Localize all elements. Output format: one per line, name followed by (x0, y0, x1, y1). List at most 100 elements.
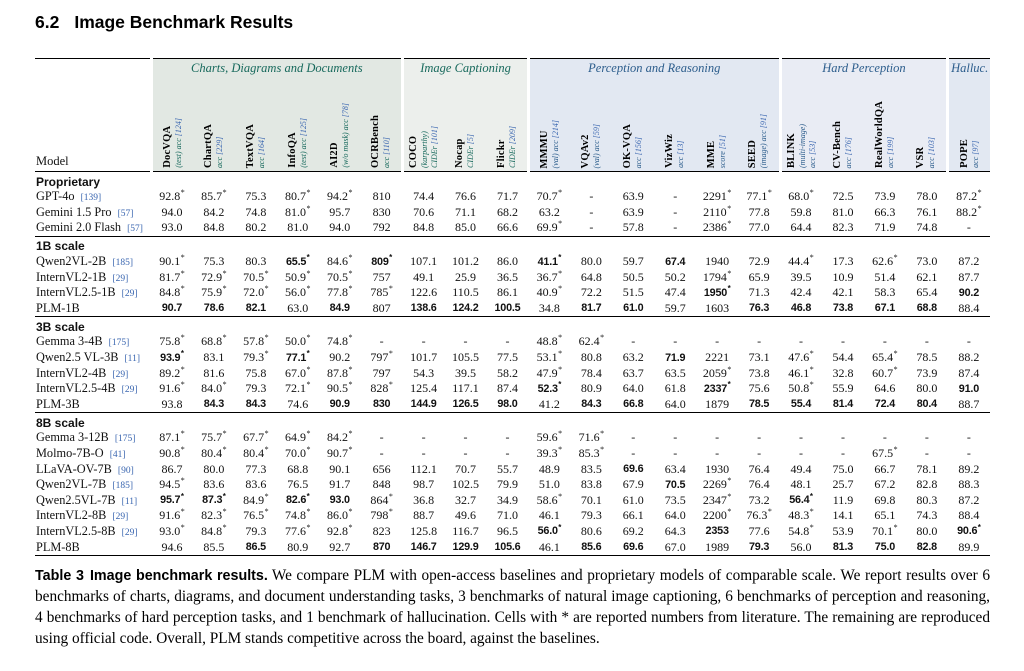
metric-value: 75.9* (201, 284, 227, 300)
model-row: Qwen2VL-7B [185] 94.5* 83.6 83.6 76.5 91.7 848… (35, 477, 990, 493)
metric-value: 51.0 (538, 477, 560, 492)
metric-value: 50.2 (664, 269, 686, 284)
metric-value: - (715, 446, 720, 461)
citation-ref: [199] (885, 136, 895, 155)
reported-asterisk: * (727, 364, 732, 374)
metric-value: 90.2 (958, 286, 980, 299)
metric-value: 90.1 (329, 461, 351, 476)
metric-value: 54.3 (413, 365, 435, 380)
metric-value: 73.0 (916, 254, 938, 269)
metric-value: 93.0 (161, 220, 183, 235)
model-name: GPT-4o [139] (36, 189, 102, 204)
benchmark-name: Flickr (495, 139, 507, 168)
citation-ref: [57] (117, 208, 134, 219)
metric-value: 39.5 (455, 365, 477, 380)
reported-asterisk: * (558, 268, 563, 278)
metric-value: 48.3* (788, 507, 814, 523)
benchmark-name: MMMU (539, 129, 551, 168)
metric-value: 84.6* (326, 253, 353, 269)
reported-asterisk: * (727, 203, 732, 213)
metric-value: 2200* (702, 507, 732, 523)
citation-ref: [164] (256, 136, 266, 155)
metric-value: - (799, 334, 804, 349)
metric-value: 78.1 (916, 461, 938, 476)
paper-page: 6.2 Image Benchmark Results Charts, Diag… (35, 12, 990, 647)
metric-value: 91.6* (159, 507, 185, 523)
metric-value: - (757, 446, 762, 461)
model-name: Gemini 1.5 Pro [57] (36, 204, 134, 219)
metric-value: 25.7 (832, 477, 854, 492)
metric-value: 82.3 (832, 220, 854, 235)
reported-asterisk: * (222, 522, 227, 532)
reported-asterisk: * (809, 349, 814, 359)
metric-value: 87.7 (958, 269, 980, 284)
citation-ref: [29] (112, 512, 129, 523)
benchmark-name: DocVQA (161, 125, 173, 168)
metric-value: 2386* (702, 219, 732, 235)
reported-asterisk: * (180, 268, 185, 278)
reported-asterisk: * (180, 284, 185, 294)
metric-value: - (757, 430, 762, 445)
metric-value: 50.8* (788, 380, 814, 396)
column-group-label: Halluc. (946, 58, 990, 78)
metric-value: 84.2 (203, 204, 225, 219)
metric-value: 72.2 (580, 285, 602, 300)
metric-value: 76.1 (916, 204, 938, 219)
metric-value: 65.5* (285, 252, 310, 268)
reported-asterisk: * (180, 476, 185, 486)
metric-value: 83.5 (580, 461, 602, 476)
reported-asterisk: * (306, 188, 311, 198)
metric-value: 64.8 (580, 269, 602, 284)
metric-value: 79.3* (243, 349, 269, 365)
metric-value: 59.6* (536, 429, 563, 445)
metric-value: 67.0 (664, 539, 686, 554)
metric-value: 41.1* (537, 252, 562, 268)
metric-value: 63.4 (664, 461, 686, 476)
metric-value: 2110* (703, 203, 732, 219)
model-name: Gemini 2.0 Flash [57] (36, 220, 143, 235)
metric-value: 69.9* (536, 219, 563, 235)
metric-value: 80.4 (916, 398, 937, 411)
column-header: VizWiz acc [13] (654, 78, 697, 172)
citation-ref: [29] (121, 385, 138, 396)
reported-asterisk: * (264, 349, 269, 359)
model-name: InternVL2-8B [29] (36, 508, 129, 523)
column-header: VSR acc [103] (905, 78, 948, 172)
benchmark-name: VizWiz (664, 134, 676, 168)
metric-value: 41.2 (538, 396, 560, 411)
reported-asterisk: * (558, 364, 563, 374)
reported-asterisk: * (600, 333, 605, 343)
metric-value: 96.5 (496, 523, 518, 538)
metric-value: 68.8 (916, 302, 937, 315)
metric-value: - (379, 430, 384, 445)
metric-value: 2269* (702, 476, 732, 492)
citation-ref: [78] (340, 103, 350, 118)
model-row: InternVL2.5-8B [29] 93.0* 84.8* 79.3 77.6* 92… (35, 522, 990, 540)
reported-asterisk: * (222, 333, 227, 343)
metric-value: 117.1 (452, 381, 479, 396)
benchmark-metric-label: acc [156] (633, 136, 643, 168)
metric-value: 105.6 (494, 541, 521, 554)
benchmark-name: POPE (958, 139, 970, 168)
reported-asterisk: * (180, 429, 185, 439)
citation-ref: [59] (592, 123, 602, 138)
metric-value: - (631, 430, 636, 445)
metric-value: 56.0* (537, 522, 562, 538)
metric-value: 830 (372, 398, 391, 411)
metric-value: 72.5 (832, 189, 854, 204)
column-header-row: Model DocVQA (test) acc [124] ChartQA acc [2… (35, 78, 990, 172)
metric-value: 2221 (705, 350, 730, 365)
metric-value: - (840, 446, 845, 461)
model-row: GPT-4o [139] 92.8* 85.7* 75.3 80.7* 94.2* 810 7… (35, 189, 990, 205)
reported-asterisk: * (727, 507, 732, 517)
metric-value: 129.9 (452, 541, 479, 554)
metric-value: - (840, 430, 845, 445)
metric-value: 89.2 (958, 461, 980, 476)
metric-value: 88.3 (958, 477, 980, 492)
benchmark-metric-label: (multi-image) (797, 124, 807, 168)
metric-value: 94.0 (329, 220, 351, 235)
column-group-label: Image Captioning (401, 58, 529, 78)
model-name: InternVL2.5-4B [29] (36, 381, 138, 396)
metric-value: 49.6 (455, 508, 477, 523)
metric-value: 71.6* (578, 429, 605, 445)
